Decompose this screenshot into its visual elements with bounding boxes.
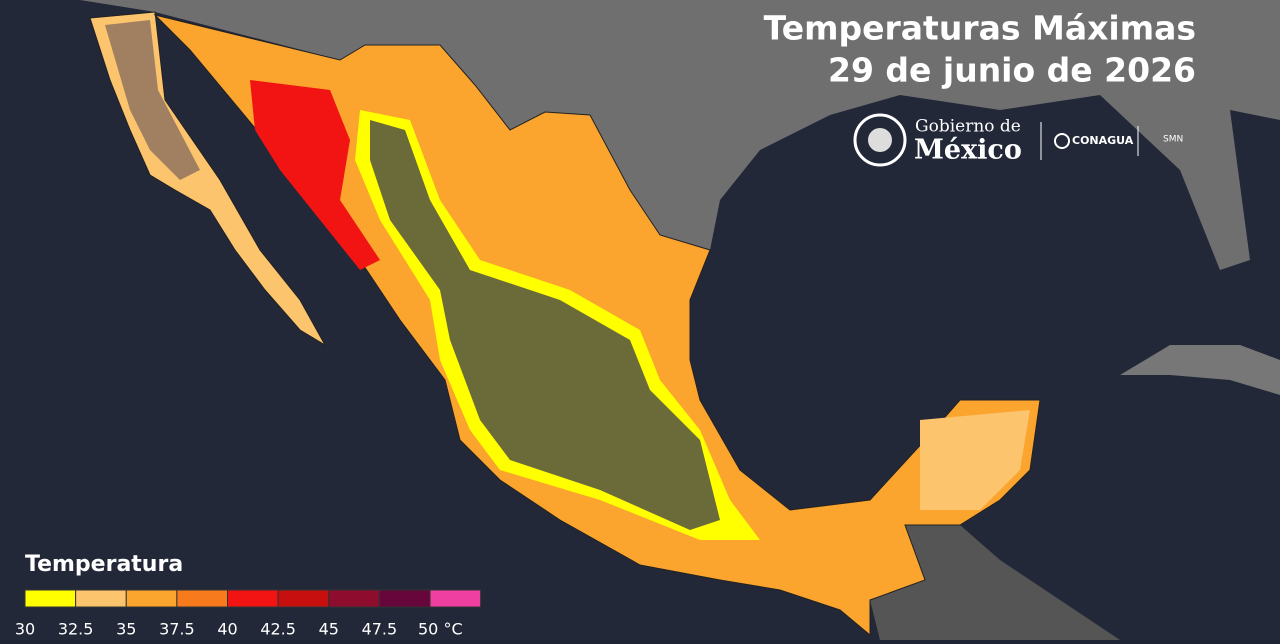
us-land	[80, 0, 1280, 270]
title-line: Temperaturas Máximas	[764, 9, 1196, 48]
legend-swatch	[378, 589, 431, 608]
cuba	[1120, 345, 1280, 395]
legend-swatch	[277, 589, 330, 608]
legend: 30 32.5 35 37.5 40 42.5 45 47.5 50 °C	[15, 589, 482, 639]
legend-tick-label: 47.5	[362, 620, 398, 639]
baja-highland	[105, 20, 200, 180]
legend-swatch	[125, 589, 178, 608]
hot-zone	[250, 80, 380, 270]
central-america	[870, 525, 1120, 640]
logo-text: CONAGUA	[1072, 134, 1134, 147]
conagua-icon	[1054, 133, 1070, 149]
legend-swatch	[429, 589, 482, 608]
legend-tick-label: 50 °C	[418, 620, 463, 639]
legend-title: Temperatura	[25, 552, 183, 577]
legend-tick-label: 45	[319, 620, 339, 639]
legend-tick-label: 32.5	[58, 620, 94, 639]
logo-text: Gobierno de	[915, 117, 1021, 137]
yucatan	[920, 410, 1030, 510]
title-line: 29 de junio de 2026	[828, 51, 1196, 90]
legend-tick-label: 40	[217, 620, 237, 639]
legend-tick-label: 35	[116, 620, 136, 639]
legend-swatch	[24, 589, 77, 608]
legend-swatch	[328, 589, 380, 608]
emblem	[853, 113, 907, 167]
logo-text: México	[914, 135, 1022, 166]
logo-text: SMN	[1163, 135, 1183, 145]
legend-tick-label: 37.5	[159, 620, 195, 639]
legend-tick-label: 42.5	[260, 620, 296, 639]
legend-swatch	[75, 589, 127, 608]
legend-swatch	[176, 589, 228, 608]
legend-tick-label: 30	[15, 620, 35, 639]
highlands	[370, 120, 720, 530]
legend-swatch	[227, 589, 279, 608]
emblem-center	[868, 128, 892, 152]
